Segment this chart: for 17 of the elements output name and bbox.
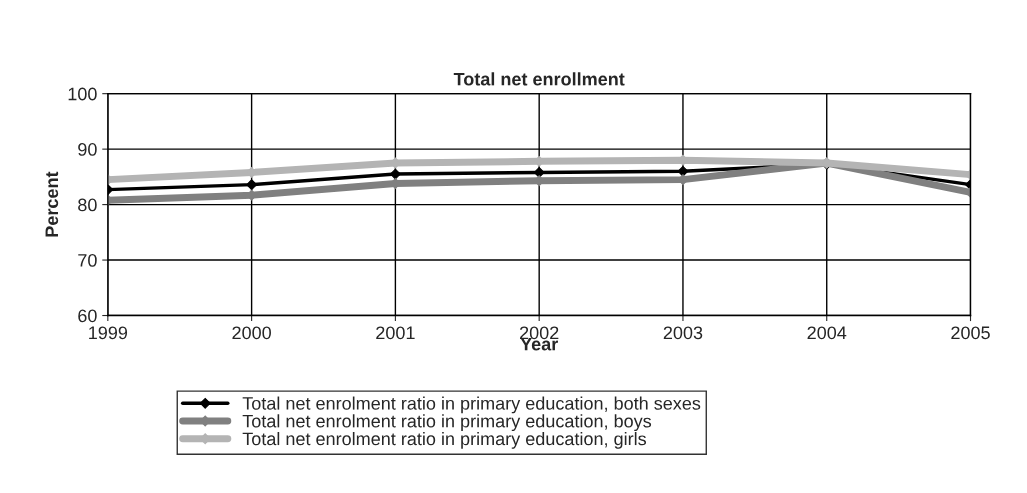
y-tick-label: 90 <box>78 143 97 156</box>
legend-label: Total net enrolment ratio in primary education, both sexes <box>242 396 701 414</box>
y-tick-label: 60 <box>78 309 97 323</box>
y-tick-label: 100 <box>68 87 97 101</box>
legend-label: Total net enrolment ratio in primary education, boys <box>242 414 652 432</box>
x-tick-label: 2000 <box>232 326 271 340</box>
x-tick-label: 2001 <box>376 326 415 340</box>
y-tick-label: 70 <box>78 253 97 267</box>
x-tick-label: 2004 <box>807 326 847 340</box>
x-tick-label: 2002 <box>520 326 559 340</box>
chart-title: Total net enrollment <box>453 72 625 86</box>
x-tick-label: 2003 <box>663 326 703 340</box>
legend-label: Total net enrolment ratio in primary education, girls <box>242 431 647 449</box>
y-tick-label: 80 <box>78 198 97 212</box>
y-axis-title: Percent <box>45 171 59 237</box>
x-tick-label: 2005 <box>951 326 990 340</box>
x-tick-label: 1999 <box>89 326 128 340</box>
